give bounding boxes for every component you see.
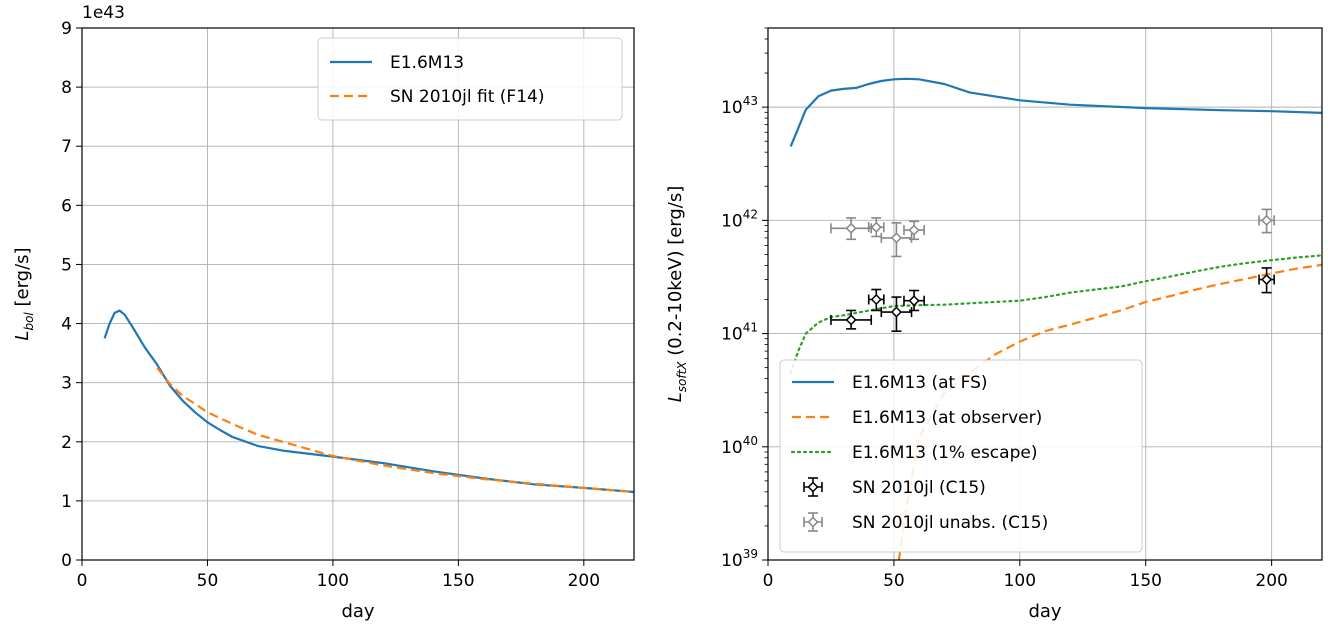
right-legend-label-2: E1.6M13 (1% escape) [852,443,1037,463]
right-x-tick-label: 100 [1004,571,1036,591]
right-y-tick-exponent: 39 [743,547,758,561]
right-legend-box [779,359,1143,553]
right-errorbar-point-3-1 [867,288,885,312]
right-legend-swatch-3 [803,477,823,497]
right-y-tick-exponent: 43 [743,94,758,108]
right-errorbar-point-4-3 [903,220,925,241]
right-errorbar-point-4-1 [867,217,885,238]
left-y-tick-label: 9 [61,19,72,39]
right-legend-label-3: SN 2010jl (C15) [852,478,986,498]
right-x-axis-label: day [1028,601,1061,622]
left-legend-box [317,37,623,121]
right-y-tick-base: 10 [721,551,743,571]
right-errorbar-point-3-3 [903,289,925,312]
left-y-tick-label: 6 [61,196,72,216]
right-y-tick-exponent: 41 [743,321,758,335]
right-errorbar-point-4-0 [830,217,873,241]
right-errorbar-point-4-4 [1258,208,1275,234]
left-y-tick-label: 2 [61,433,72,453]
left-x-tick-label: 100 [317,571,349,591]
right-ylabel-subscript: softX [675,361,689,393]
right-legend-label-4: SN 2010jl unabs. (C15) [852,513,1048,533]
left-ylabel-symbol: L [12,331,33,341]
left-y-tick-label: 3 [61,374,72,394]
left-y-tick-label: 8 [61,78,72,98]
right-x-tick-label: 0 [763,571,774,591]
right-legend-swatch-4 [803,512,823,532]
left-y-tick-label: 7 [61,137,72,157]
right-ylabel-symbol: L [665,392,686,402]
left-series-line-0 [103,309,635,494]
right-y-tick-base: 10 [721,211,743,231]
right-y-tick-base: 10 [721,98,743,118]
left-x-tick-label: 150 [442,571,474,591]
left-x-tick-label: 50 [197,571,219,591]
right-legend-label-1: E1.6M13 (at observer) [852,408,1042,428]
right-x-tick-label: 50 [883,571,905,591]
right-y-tick-base: 10 [721,438,743,458]
left-x-axis-label: day [341,601,374,622]
right-errorbar-point-3-4 [1258,267,1275,294]
right-plot-frame [767,27,1323,561]
right-y-tick-label: 1043 [721,94,758,118]
left-legend: E1.6M13 SN 2010jl fit (F14) [317,37,623,121]
left-x-tick-label: 0 [77,571,88,591]
left-legend-label-0: E1.6M13 [390,53,464,73]
left-y-axis-label: Lbol [erg/s] [12,247,36,340]
right-errorbar-point-3-2 [880,296,913,332]
left-y-tick-label: 5 [61,255,72,275]
left-y-tick-label: 0 [61,551,72,571]
right-y-tick-label: 1040 [721,434,758,458]
right-errorbar-point-3-0 [830,309,873,330]
right-y-tick-exponent: 40 [743,434,758,448]
bolometric-luminosity-chart: 0 50 100 150 200 0 1 2 3 4 5 6 7 8 9 1e43 day Lbol [er… [12,3,635,622]
left-y-tick-label: 1 [61,492,72,512]
left-plot-frame [81,27,635,561]
left-ylabel-unit: [erg/s] [12,247,33,312]
right-x-tick-label: 200 [1255,571,1287,591]
left-ylabel-subscript: bol [22,312,36,331]
left-series-layer [103,309,635,494]
right-legend: E1.6M13 (at FS) E1.6M13 (at observer) E1.6… [779,359,1143,553]
right-y-axis-label: LsoftX (0.2-10keV) [erg/s] [665,186,689,403]
right-y-tick-label: 1042 [721,207,758,231]
right-y-tick-label: 1039 [721,547,758,571]
left-offset-text: 1e43 [82,3,125,23]
right-series-line-2 [789,254,1322,374]
left-series-line-1 [156,367,635,494]
right-y-tick-label: 1041 [721,321,758,345]
left-y-tick-label: 4 [61,315,72,335]
right-y-tick-base: 10 [721,325,743,345]
left-x-tick-label: 200 [568,571,600,591]
left-ticks: 0 50 100 150 200 0 1 2 3 4 5 6 7 8 9 [61,19,600,591]
right-ylabel-unit: (0.2-10keV) [erg/s] [665,186,686,362]
left-legend-label-1: SN 2010jl fit (F14) [390,87,544,107]
right-y-tick-exponent: 42 [743,207,758,221]
right-series-line-0 [789,77,1322,147]
right-x-tick-label: 150 [1130,571,1162,591]
right-legend-label-0: E1.6M13 (at FS) [852,373,988,393]
right-errorbar-point-4-2 [880,222,913,258]
